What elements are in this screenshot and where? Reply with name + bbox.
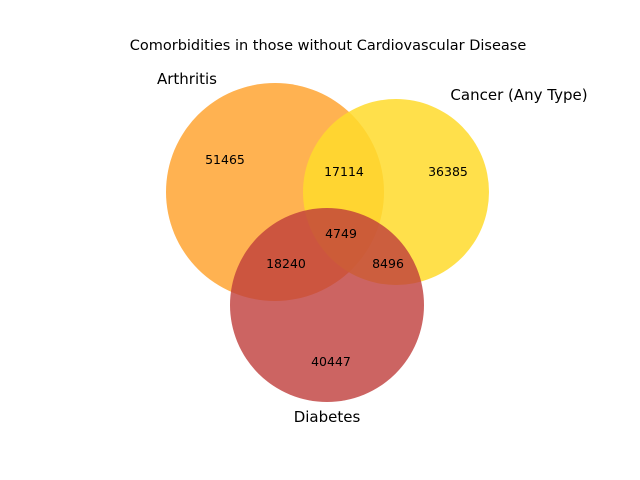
cancer-label: Cancer (Any Type) — [450, 86, 587, 104]
arthritis-label: Arthritis — [157, 70, 217, 88]
all-three-count: 4749 — [325, 226, 357, 241]
set-labels: Arthritis Cancer (Any Type) Diabetes — [157, 70, 588, 426]
diabetes-circle — [230, 208, 424, 402]
region-counts: 51465 36385 40447 17114 18240 8496 4749 — [205, 152, 468, 369]
venn-circles — [166, 83, 489, 402]
diabetes-only-count: 40447 — [311, 354, 351, 369]
cancer-only-count: 36385 — [428, 164, 468, 179]
cancer-diabetes-count: 8496 — [372, 256, 404, 271]
arthritis-only-count: 51465 — [205, 152, 245, 167]
diabetes-label: Diabetes — [294, 408, 361, 426]
arthritis-diabetes-count: 18240 — [266, 256, 306, 271]
diagram-title: Comorbidities in those without Cardiovas… — [130, 38, 527, 54]
arthritis-cancer-count: 17114 — [324, 164, 364, 179]
